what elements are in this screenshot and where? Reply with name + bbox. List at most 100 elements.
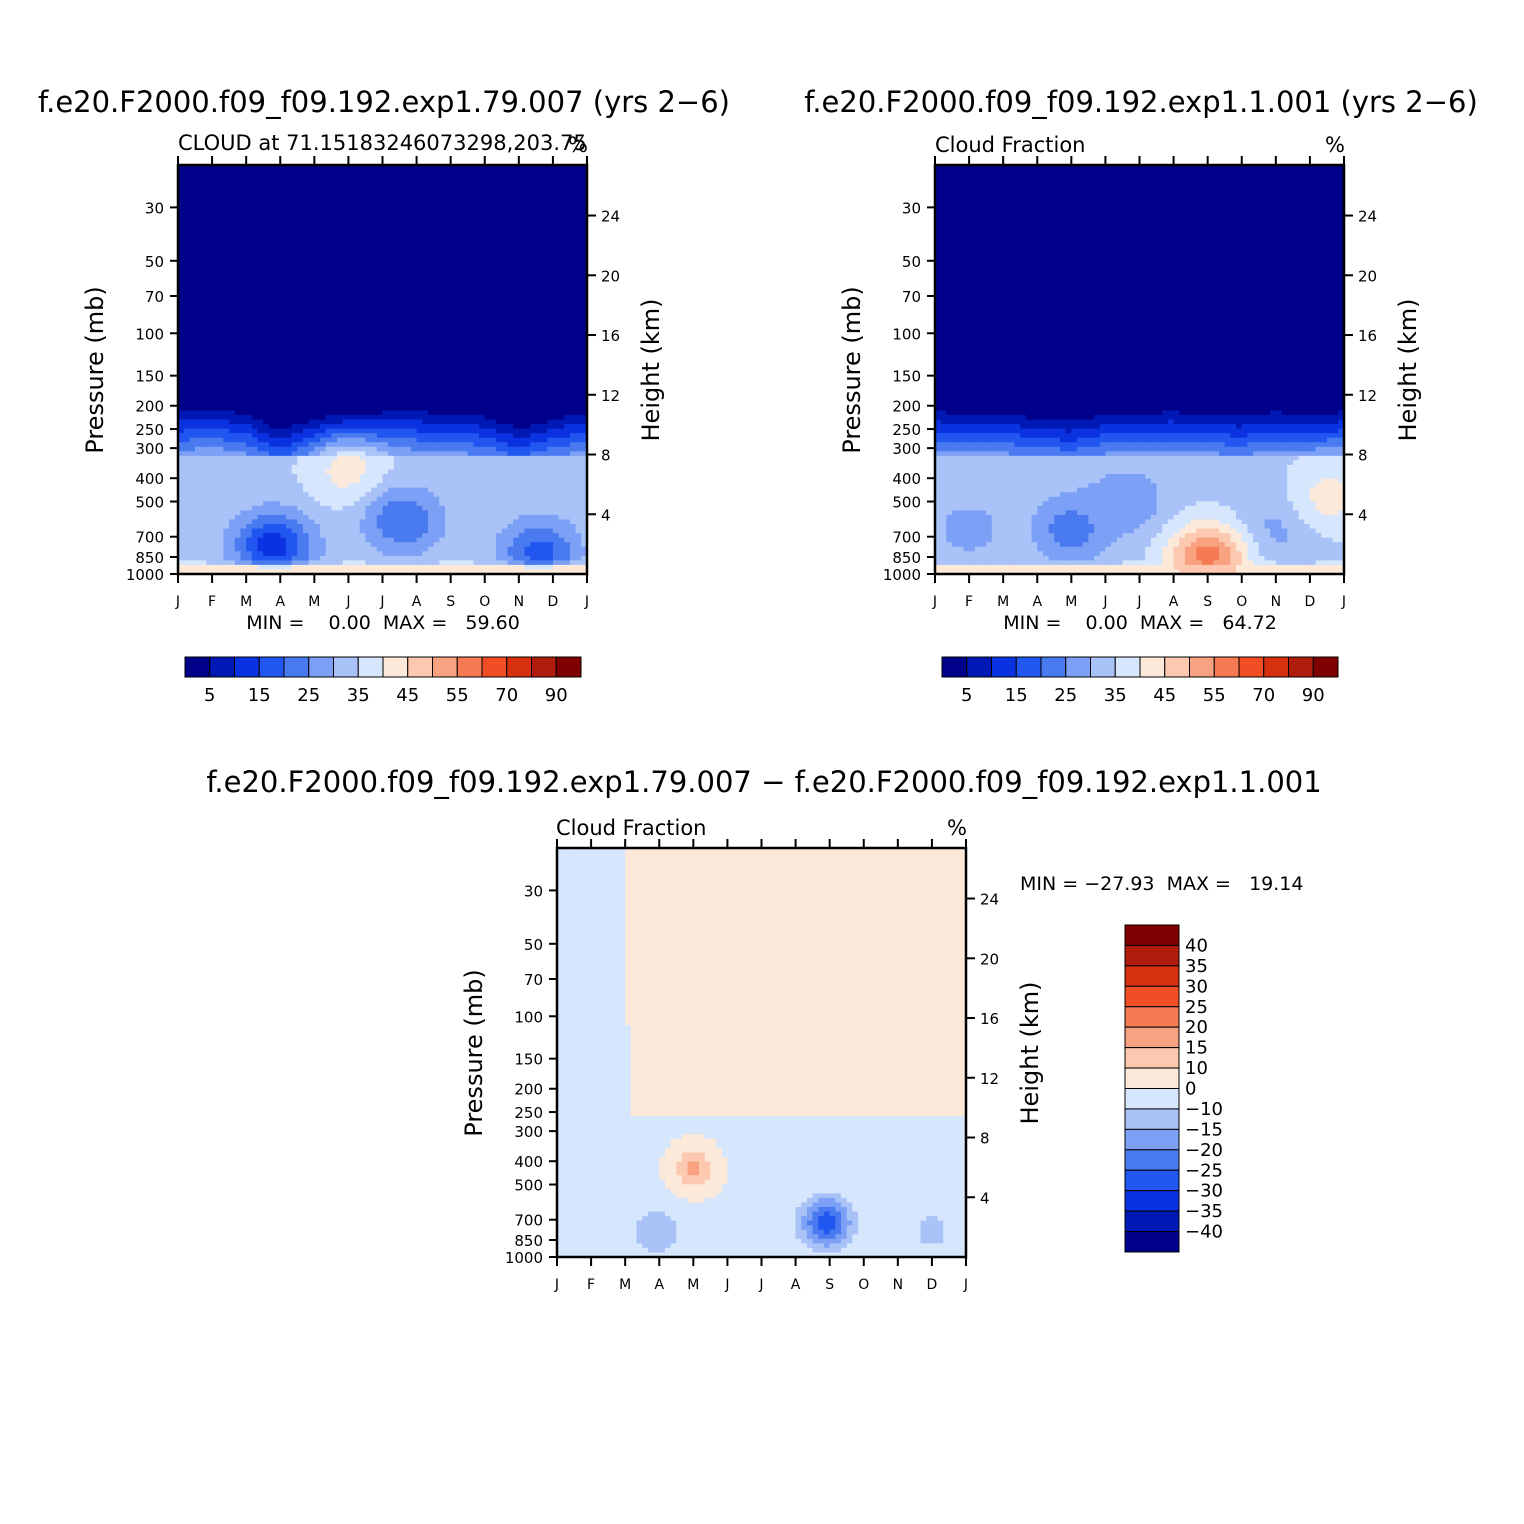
contour-cell <box>257 319 264 325</box>
contour-cell <box>376 528 384 534</box>
contour-cell <box>257 201 264 207</box>
contour-cell <box>490 201 497 207</box>
contour-cell <box>365 314 372 321</box>
contour-cell <box>365 224 372 230</box>
contour-cell <box>217 242 225 248</box>
contour-cell <box>280 210 287 216</box>
contour-cell <box>223 414 230 421</box>
contour-cell <box>195 237 202 243</box>
contour-cell <box>263 428 270 434</box>
contour-cell <box>285 269 293 275</box>
contour-cell <box>393 192 401 198</box>
contour-cell <box>229 464 236 471</box>
contour-cell <box>359 469 367 475</box>
contour-cell <box>251 283 259 289</box>
contour-cell <box>462 201 469 207</box>
contour-cell <box>297 269 304 275</box>
contour-cell <box>240 342 247 348</box>
contour-cell <box>280 269 287 275</box>
contour-cell <box>285 274 293 280</box>
contour-cell <box>393 342 401 348</box>
contour-cell <box>268 360 276 366</box>
contour-cell <box>348 310 355 316</box>
contour-cell <box>291 333 298 339</box>
contour-cell <box>308 424 315 430</box>
contour-cell <box>348 169 355 175</box>
contour-cell <box>433 519 440 525</box>
contour-cell <box>393 424 401 430</box>
contour-cell <box>285 424 293 430</box>
contour-cell <box>257 369 264 375</box>
contour-cell <box>376 228 384 234</box>
contour-cell <box>325 492 332 498</box>
contour-cell <box>433 383 440 389</box>
contour-cell <box>399 224 406 230</box>
contour-cell <box>195 551 202 557</box>
contour-cell <box>251 542 259 548</box>
contour-cell <box>297 314 304 321</box>
contour-cell <box>416 551 423 557</box>
contour-cell <box>246 219 253 225</box>
contour-cell <box>308 260 315 266</box>
contour-cell <box>444 564 452 571</box>
contour-cell <box>393 469 401 475</box>
contour-cell <box>410 251 418 257</box>
contour-cell <box>479 165 486 171</box>
contour-cell <box>263 255 270 262</box>
contour-cell <box>479 524 486 530</box>
contour-cell <box>246 537 253 543</box>
contour-cell <box>178 551 185 557</box>
contour-cell <box>444 437 452 443</box>
contour-cell <box>444 510 452 516</box>
contour-cell <box>444 228 452 234</box>
contour-cell <box>280 542 287 548</box>
contour-cell <box>223 569 230 575</box>
contour-cell <box>388 455 395 461</box>
contour-cell <box>183 301 190 307</box>
contour-cell <box>456 460 463 466</box>
contour-cell <box>291 460 298 466</box>
contour-cell <box>342 496 350 502</box>
contour-cell <box>223 419 230 425</box>
contour-cell <box>178 446 185 452</box>
contour-cell <box>399 310 406 316</box>
contour-cell <box>217 351 225 357</box>
contour-cell <box>274 333 281 339</box>
contour-cell <box>297 187 304 193</box>
contour-cell <box>246 383 253 389</box>
contour-cell <box>223 274 230 280</box>
contour-cell <box>393 346 401 352</box>
contour-cell <box>291 501 298 507</box>
contour-cell <box>285 492 293 498</box>
contour-cell <box>416 242 423 248</box>
contour-cell <box>331 328 338 334</box>
contour-cell <box>308 446 315 452</box>
contour-cell <box>234 392 242 398</box>
contour-cell <box>178 524 185 530</box>
contour-cell <box>246 519 253 525</box>
contour-cell <box>479 251 486 257</box>
contour-cell <box>206 319 213 325</box>
contour-cell <box>251 469 259 475</box>
contour-cell <box>178 310 185 316</box>
contour-cell <box>263 242 270 248</box>
contour-cell <box>410 501 418 507</box>
contour-cell <box>183 564 190 571</box>
contour-cell <box>444 242 452 248</box>
contour-cell <box>251 369 259 375</box>
contour-cell <box>178 283 185 289</box>
contour-cell <box>223 487 230 493</box>
contour-cell <box>416 410 423 416</box>
contour-cell <box>280 569 287 575</box>
contour-cell <box>189 196 196 202</box>
contour-cell <box>456 169 463 175</box>
contour-cell <box>229 514 236 521</box>
contour-cell <box>285 510 293 516</box>
contour-cell <box>388 283 395 289</box>
contour-cell <box>246 369 253 375</box>
contour-cell <box>382 237 389 243</box>
contour-cell <box>456 196 463 202</box>
contour-cell <box>314 192 321 198</box>
contour-cell <box>240 533 247 539</box>
contour-cell <box>291 464 298 471</box>
